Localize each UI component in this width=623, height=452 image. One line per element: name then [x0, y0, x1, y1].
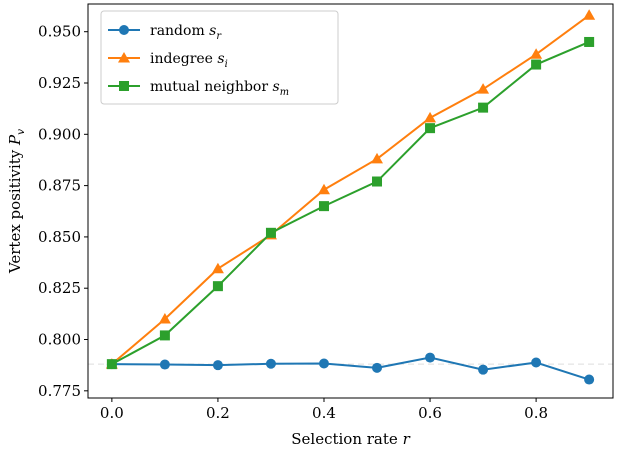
legend-entry: mutual neighbor sm — [108, 79, 289, 98]
x-tick-label: 0.6 — [418, 404, 442, 422]
data-point — [424, 111, 437, 123]
data-point — [158, 312, 171, 324]
data-point — [477, 83, 490, 94]
legend-label: mutual neighbor sm — [150, 79, 289, 98]
x-tick-label: 0.8 — [524, 404, 548, 422]
legend-marker — [119, 81, 129, 91]
legend-marker — [118, 52, 130, 63]
y-tick-label: 0.775 — [38, 382, 81, 400]
data-point — [265, 358, 276, 369]
legend: random sr indegree si mutual neighbor sm — [100, 10, 339, 105]
x-tick-label: 0.2 — [206, 404, 230, 422]
data-point — [584, 374, 595, 385]
axes-frame — [87, 3, 614, 399]
legend-entry: indegree si — [108, 51, 228, 70]
y-axis-ticks: 0.775 0.800 0.825 0.850 0.875 0.900 0.925 0.950 — [38, 23, 88, 400]
x-axis-ticks: 0.0 0.2 0.4 0.6 0.8 — [100, 398, 548, 422]
data-point — [212, 281, 223, 292]
series-2 — [106, 36, 595, 370]
y-tick-label: 0.925 — [38, 74, 81, 92]
y-tick-label: 0.950 — [38, 23, 81, 41]
y-tick-label: 0.850 — [38, 228, 81, 246]
series-layer — [105, 9, 596, 385]
data-point — [583, 9, 596, 20]
data-point — [371, 152, 384, 164]
data-point — [425, 352, 436, 363]
legend-marker — [119, 25, 129, 35]
legend-entry: random sr — [108, 23, 222, 42]
x-tick-label: 0.0 — [100, 404, 124, 422]
data-point — [159, 330, 170, 341]
y-tick-label: 0.900 — [38, 125, 81, 143]
legend-label: random sr — [150, 23, 222, 42]
series-line — [111, 14, 590, 365]
y-tick-label: 0.875 — [38, 177, 81, 195]
data-point — [159, 359, 170, 370]
data-point — [212, 360, 223, 371]
axes-border — [87, 3, 614, 399]
x-axis-label: Selection rate r — [291, 430, 410, 448]
data-point — [530, 48, 543, 59]
data-point — [265, 227, 276, 238]
data-point — [106, 359, 117, 370]
x-tick-label: 0.4 — [312, 404, 336, 422]
data-point — [318, 201, 329, 212]
y-tick-label: 0.800 — [38, 331, 81, 349]
legend-label: indegree si — [150, 51, 228, 70]
data-point — [425, 123, 436, 134]
data-point — [531, 357, 542, 368]
y-tick-label: 0.825 — [38, 279, 81, 297]
data-point — [478, 102, 489, 113]
data-point — [531, 59, 542, 70]
data-point — [372, 176, 383, 187]
data-point — [317, 183, 330, 195]
data-point — [584, 36, 595, 47]
data-point — [372, 362, 383, 373]
series-line — [111, 41, 590, 366]
y-axis-label: Vertex positivity Pv — [6, 129, 27, 274]
data-point — [211, 262, 224, 274]
data-point — [478, 364, 489, 375]
series-line — [111, 356, 590, 381]
legend-box — [100, 10, 339, 105]
data-point — [318, 358, 329, 369]
